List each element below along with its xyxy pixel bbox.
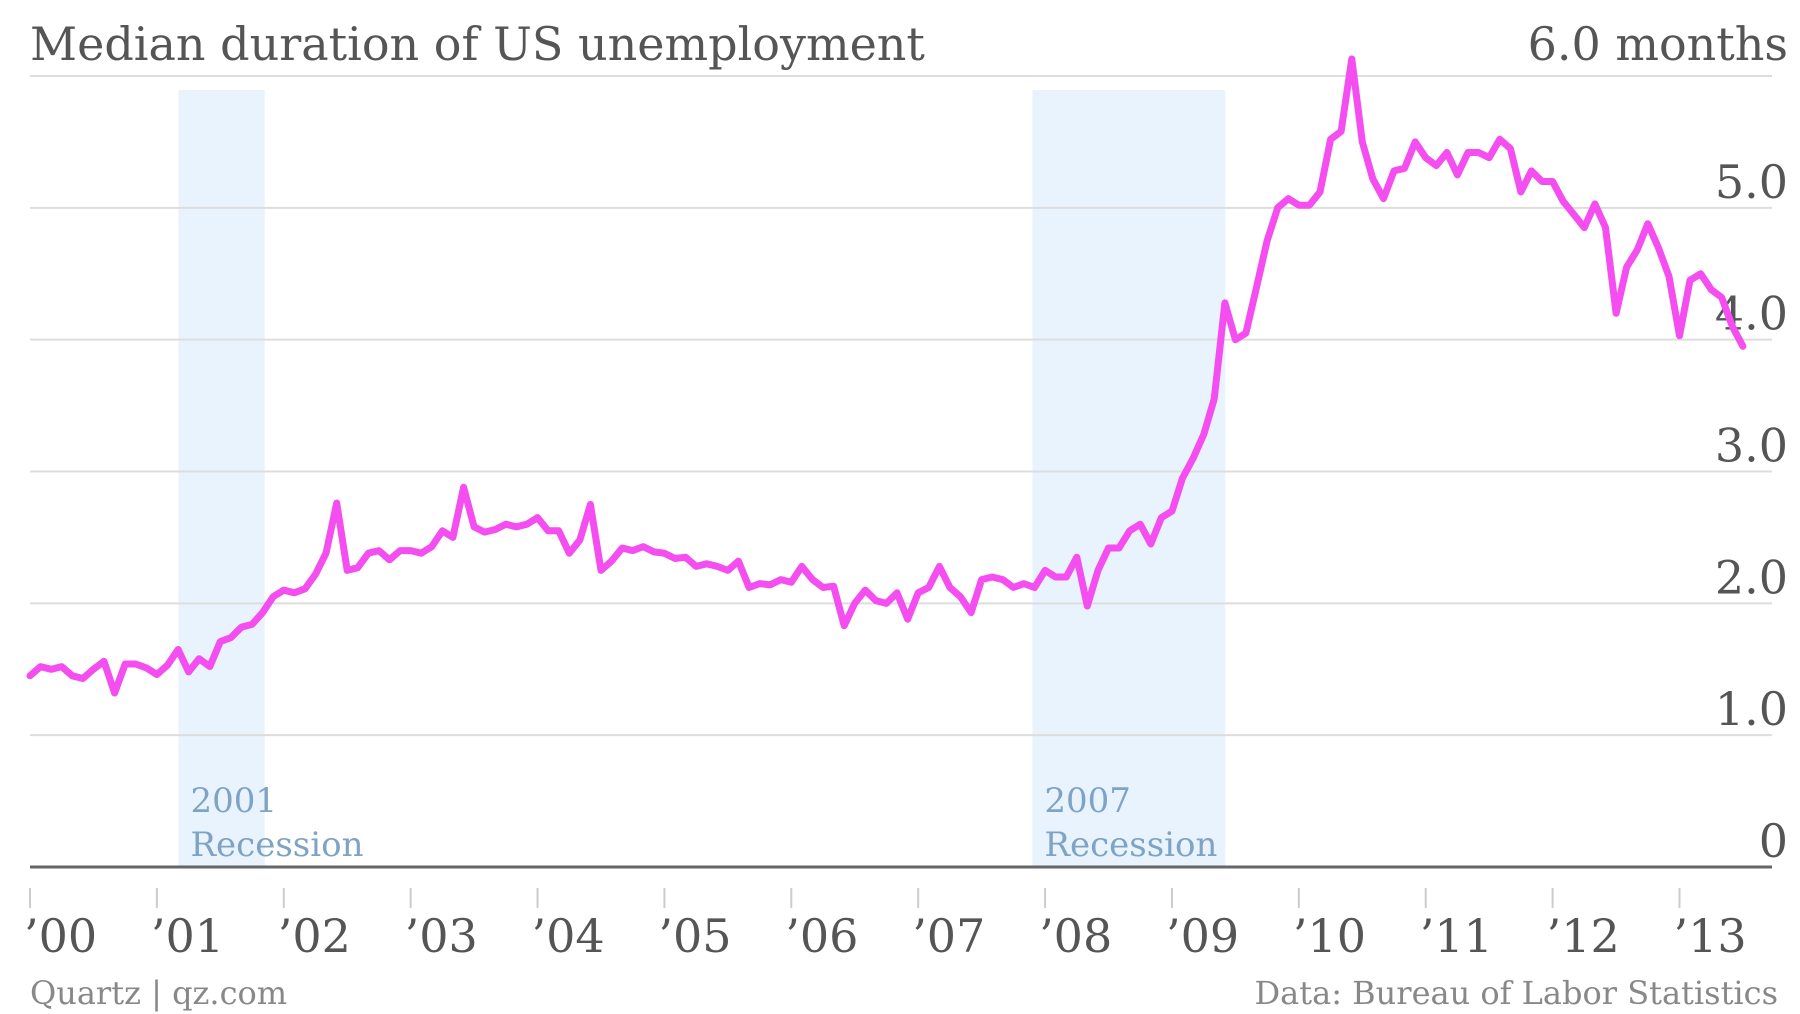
series-line-unemployment-duration — [26, 55, 1747, 697]
y-tick-label: 0 — [1759, 814, 1788, 868]
x-tick-label: ’13 — [1673, 909, 1746, 963]
footer-source-right: Data: Bureau of Labor Statistics — [1255, 974, 1778, 1012]
x-tick-label: ’10 — [1293, 909, 1366, 963]
y-axis-ticks: 01.02.03.04.05.0 — [1715, 155, 1788, 868]
recession-label-text: Recession — [1044, 825, 1217, 865]
recession-label-year: 2001 — [190, 781, 277, 821]
recession-label-text: Recession — [190, 825, 363, 865]
recession-label-year: 2007 — [1044, 781, 1131, 821]
x-tick-label: ’00 — [24, 909, 97, 963]
x-tick-label: ’06 — [785, 909, 858, 963]
y-tick-label: 2.0 — [1715, 550, 1788, 604]
x-axis-ticks: ’00 ’01 ’02 ’03 ’04 ’05 ’06 ’07 ’08 ’09 ’10 ’11 ’12 ’… — [24, 888, 1747, 963]
x-tick-label: ’05 — [658, 909, 731, 963]
gridlines — [30, 75, 1772, 737]
y-tick-label: 1.0 — [1715, 682, 1788, 736]
x-tick-label: ’07 — [912, 909, 985, 963]
footer-source-left: Quartz | qz.com — [30, 974, 287, 1012]
unit-label: 6.0 months — [1528, 17, 1788, 71]
series-lines — [26, 55, 1747, 697]
x-tick-label: ’02 — [278, 909, 351, 963]
x-tick-label: ’08 — [1039, 909, 1112, 963]
recession-bands — [178, 90, 1226, 867]
x-tick-label: ’11 — [1420, 909, 1493, 963]
x-tick-label: ’01 — [151, 909, 224, 963]
chart-title: Median duration of US unemployment — [30, 17, 925, 71]
recession-band — [1032, 90, 1226, 867]
y-tick-label: 3.0 — [1715, 419, 1788, 473]
recession-band — [178, 90, 265, 867]
x-tick-label: ’09 — [1166, 909, 1239, 963]
x-tick-label: ’03 — [405, 909, 478, 963]
x-tick-label: ’12 — [1547, 909, 1620, 963]
y-tick-label: 5.0 — [1715, 155, 1788, 209]
x-tick-label: ’04 — [532, 909, 605, 963]
